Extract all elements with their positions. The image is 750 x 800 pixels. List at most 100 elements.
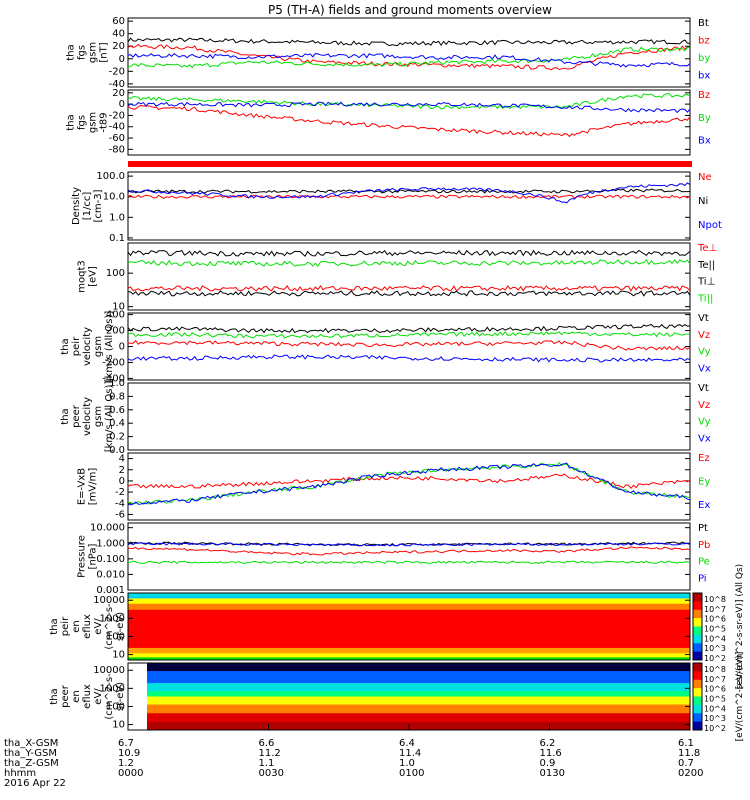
footer-value: 0200	[678, 768, 703, 779]
series-line	[127, 560, 691, 565]
colorbar: 10^810^710^610^510^410^310^2 [eV/(cm^2-s-…	[692, 564, 745, 689]
y-tick-label: -2	[115, 487, 125, 498]
y-tick-label: 4	[119, 454, 125, 465]
legend-entry: Bz	[698, 90, 710, 101]
y-axis-label: [1/cc]	[82, 192, 93, 221]
colorbar-frame	[692, 592, 703, 661]
panel-frame	[127, 382, 691, 451]
heatmap-band	[147, 713, 690, 723]
series-line	[127, 52, 691, 68]
colorbar-title: [eV/(cm^2-s-sr-eV)] (All Qs)	[735, 564, 745, 689]
y-tick-label: 0	[119, 476, 125, 487]
y-tick-label: 60	[112, 16, 125, 27]
y-axis-label: E=-VxB	[77, 468, 88, 505]
y-tick-label: 10000	[93, 595, 125, 606]
heatmap-band	[147, 721, 690, 731]
panel-temp: 100 10 moqt3 [eV] Te⊥ Te|| Ti⊥ Ti||	[77, 242, 717, 313]
series-line	[127, 37, 691, 47]
y-tick-label: -80	[109, 144, 125, 155]
panel-frame	[127, 242, 691, 311]
heatmap-band	[147, 704, 690, 714]
panel-frame	[127, 312, 691, 381]
colorbar-frame	[692, 662, 703, 731]
series-line	[127, 354, 691, 363]
colorbar-swatch	[693, 671, 702, 681]
y-tick-label: -4	[115, 498, 125, 509]
y-tick-label: 10.000	[90, 523, 125, 534]
colorbar-swatch	[693, 721, 702, 731]
heatmap-band	[128, 598, 690, 605]
colorbar-tick-label: 10^4	[704, 634, 726, 643]
y-axis-label: eflux	[82, 684, 93, 709]
heatmap-band	[128, 593, 690, 597]
legend-entry: Vx	[698, 364, 711, 375]
legend-entry: Ti⊥	[697, 277, 715, 288]
y-tick-label: -40	[109, 79, 125, 90]
heatmap-band	[147, 671, 690, 684]
y-tick-label: 0.010	[96, 569, 125, 580]
y-tick-label: 0.0	[109, 445, 125, 456]
series-line	[127, 101, 691, 114]
colorbar-swatch	[693, 663, 702, 672]
legend-entry: Vt	[698, 313, 709, 324]
y-tick-label: 100	[106, 268, 125, 279]
colorbar-tick-label: 10^2	[704, 724, 726, 733]
legend-entry: Ne	[698, 172, 712, 183]
y-tick-label: 0.100	[96, 554, 125, 565]
footer-value: 11.6	[540, 748, 562, 759]
y-axis-label: gsm	[88, 42, 99, 63]
legend-entry: Vz	[698, 330, 710, 341]
y-tick-label: 0.1	[109, 233, 125, 244]
legend-entry: Vy	[698, 417, 711, 428]
y-axis-label: velocity	[82, 397, 93, 436]
legend-entry: Ex	[698, 500, 710, 511]
series-line	[127, 249, 691, 257]
colorbar-swatch	[693, 696, 702, 706]
y-tick-label: 0.6	[109, 405, 125, 416]
heatmap-band	[128, 653, 690, 658]
footer-value: 0100	[399, 768, 424, 779]
series-line	[127, 339, 691, 351]
colorbar-tick-label: 10^8	[704, 595, 726, 604]
legend-entry: bx	[698, 70, 710, 81]
y-axis-label: Density	[71, 187, 82, 225]
colorbar-tick-label: 10^5	[704, 695, 726, 704]
legend-entry: Pe	[698, 557, 710, 568]
y-axis-label: (cm^2-s-	[104, 603, 115, 650]
colorbar-tick-label: 10^8	[704, 665, 726, 674]
y-axis-label: eflux	[82, 614, 93, 639]
heatmap-band	[147, 663, 690, 672]
y-axis-label: [nPa]	[88, 543, 99, 569]
colorbar-tick-label: 10^7	[704, 605, 726, 614]
y-axis-label: peer	[71, 404, 82, 428]
y-tick-label: 1000	[100, 683, 125, 694]
y-axis-label: (cm^2-s-	[104, 673, 115, 720]
series-line	[127, 43, 691, 71]
y-axis-label: gsm	[93, 406, 104, 427]
panel-frame	[127, 171, 691, 241]
legend-entry: Ez	[698, 453, 710, 464]
y-tick-label: 0.8	[109, 391, 125, 402]
y-tick-label: -20	[109, 110, 125, 121]
y-tick-label: 10000	[93, 665, 125, 676]
y-tick-label: 10.0	[103, 192, 125, 203]
legend-entry: Pb	[698, 540, 710, 551]
y-tick-label: -400	[102, 373, 125, 384]
panel-density: 100.0 10.0 1.0 0.1 Density [1/cc] [cm-3] Ne Ni Np…	[71, 171, 722, 244]
heatmap-band	[128, 596, 690, 599]
y-tick-label: 200	[106, 326, 125, 337]
footer-value: 11.8	[678, 748, 700, 759]
heatmap-band	[128, 603, 690, 611]
footer-value: 0130	[540, 768, 565, 779]
heatmap-band	[128, 657, 690, 661]
heatmap-band	[147, 683, 690, 692]
y-axis-label: gsm	[93, 336, 104, 357]
panel-peir_vel: 400 200 0 -200 -400 tha peir velocity gsm [km/s (…	[60, 310, 711, 385]
y-tick-label: 1.000	[96, 538, 125, 549]
footer-value: 6.4	[399, 738, 415, 749]
y-tick-label: 0	[119, 54, 125, 65]
panel-frame	[127, 452, 691, 521]
footer-value: 1.1	[259, 758, 275, 769]
y-tick-label: -20	[109, 66, 125, 77]
